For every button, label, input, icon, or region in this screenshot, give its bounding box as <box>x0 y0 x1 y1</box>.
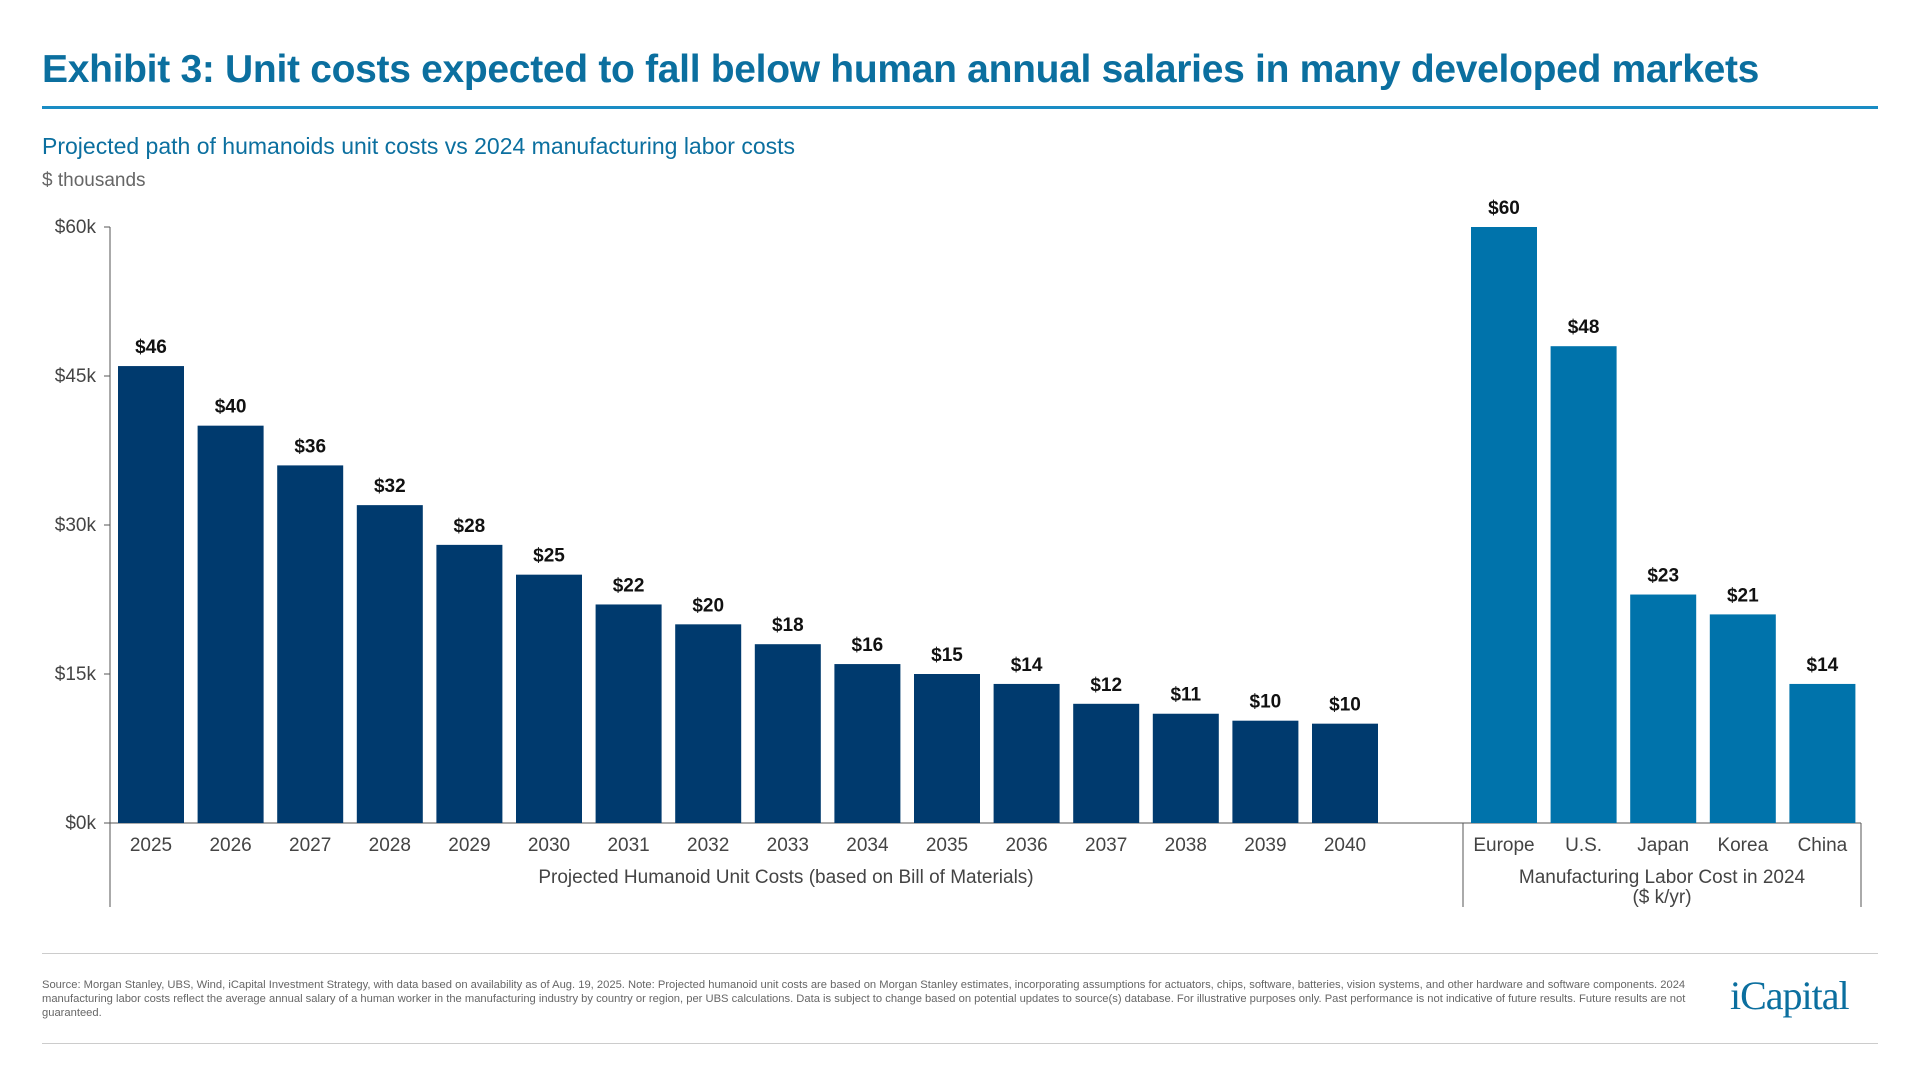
x-tick-label: 2037 <box>1085 835 1127 856</box>
unit-label: $ thousands <box>42 170 146 191</box>
y-tick-label: $45k <box>55 366 97 387</box>
bar-2032 <box>675 624 742 823</box>
x-tick-label: 2039 <box>1244 835 1286 856</box>
data-label: $60 <box>1488 198 1520 219</box>
data-label: $40 <box>215 397 247 418</box>
bar-2035 <box>914 674 980 823</box>
x-tick-label: 2035 <box>926 835 968 856</box>
bar-2033 <box>754 644 821 823</box>
bar-2030 <box>516 574 582 823</box>
x-tick-label: 2040 <box>1324 835 1366 856</box>
bar-europe <box>1471 227 1537 823</box>
data-label: $22 <box>613 575 645 596</box>
x-tick-label: 2029 <box>448 835 490 856</box>
data-label: $18 <box>772 615 804 636</box>
group-label-labor: Manufacturing Labor Cost in 2024 <box>1519 867 1806 888</box>
x-tick-label: 2036 <box>1005 835 1047 856</box>
data-label: $48 <box>1568 317 1600 338</box>
icapital-logo: iCapital <box>1730 973 1850 1018</box>
x-tick-label: 2028 <box>369 835 411 856</box>
data-label: $14 <box>1807 655 1839 676</box>
bar-2037 <box>1073 703 1140 823</box>
data-label: $25 <box>533 546 565 567</box>
data-label: $14 <box>1011 655 1043 676</box>
x-tick-label: 2033 <box>767 835 809 856</box>
data-label: $10 <box>1250 692 1282 713</box>
data-label: $11 <box>1170 685 1201 706</box>
footer-divider-bottom <box>42 1043 1878 1044</box>
x-tick-label: Europe <box>1473 835 1534 856</box>
data-label: $28 <box>454 516 486 537</box>
y-tick-label: $30k <box>55 515 97 536</box>
footer-divider <box>42 953 1878 954</box>
x-tick-label: 2025 <box>130 835 172 856</box>
bar-korea <box>1709 614 1776 823</box>
bar-2031 <box>595 604 662 823</box>
data-label: $32 <box>374 476 406 497</box>
bar-china <box>1789 683 1856 823</box>
data-label: $12 <box>1090 675 1122 696</box>
chart-subtitle: Projected path of humanoids unit costs v… <box>42 133 796 159</box>
group-label-labor-unit: ($ k/yr) <box>1632 887 1691 908</box>
x-tick-label: 2032 <box>687 835 729 856</box>
x-tick-label: 2038 <box>1165 835 1207 856</box>
data-label: $46 <box>135 337 167 358</box>
title-divider <box>42 106 1878 109</box>
data-label: $36 <box>294 436 326 457</box>
bar-us <box>1550 346 1617 823</box>
bar-2027 <box>277 465 344 823</box>
bar-japan <box>1630 594 1697 823</box>
data-label: $10 <box>1329 695 1361 716</box>
bar-2040 <box>1312 723 1378 823</box>
bar-2036 <box>993 683 1060 823</box>
bar-2038 <box>1152 713 1219 823</box>
x-tick-label: U.S. <box>1565 835 1602 856</box>
y-tick-label: $60k <box>55 217 97 238</box>
x-tick-label: 2027 <box>289 835 331 856</box>
bar-2034 <box>834 664 901 823</box>
bar-2029 <box>436 544 503 823</box>
source-note: Source: Morgan Stanley, UBS, Wind, iCapi… <box>42 979 1686 1019</box>
x-tick-label: 2030 <box>528 835 570 856</box>
bar-2028 <box>356 505 423 823</box>
x-tick-label: 2031 <box>607 835 649 856</box>
bar-2026 <box>197 425 264 823</box>
y-tick-label: $0k <box>65 813 96 834</box>
x-tick-label: Japan <box>1637 835 1689 856</box>
x-tick-label: Korea <box>1717 835 1768 856</box>
group-label-humanoid: Projected Humanoid Unit Costs (based on … <box>538 867 1033 888</box>
x-tick-label: China <box>1798 835 1848 856</box>
data-label: $21 <box>1727 585 1759 606</box>
bar-2039 <box>1232 720 1299 823</box>
chart-title: Exhibit 3: Unit costs expected to fall b… <box>42 48 1760 91</box>
y-tick-label: $15k <box>55 664 97 685</box>
x-tick-label: 2026 <box>209 835 251 856</box>
data-label: $23 <box>1647 566 1679 587</box>
data-label: $15 <box>931 645 963 666</box>
data-label: $20 <box>692 595 724 616</box>
bar-2025 <box>118 366 184 823</box>
x-tick-label: 2034 <box>846 835 889 856</box>
data-label: $16 <box>852 635 884 656</box>
